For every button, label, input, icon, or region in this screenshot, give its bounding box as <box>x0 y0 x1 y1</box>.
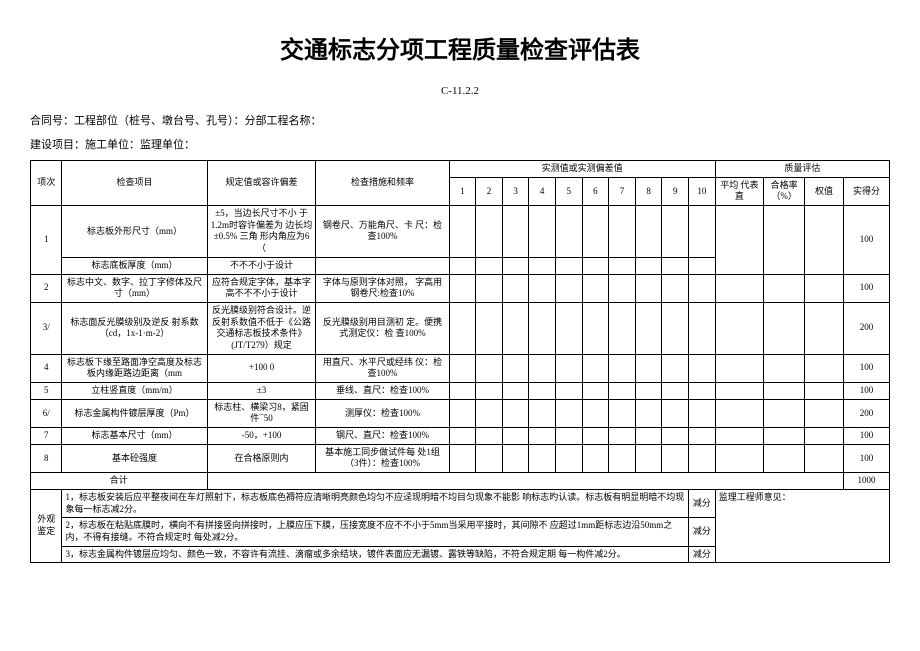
hdr-weight: 权值 <box>805 177 844 205</box>
hdr-seq: 项次 <box>31 161 62 206</box>
cell-spec: +100 0 <box>207 354 316 382</box>
visual-label: 外观鉴定 <box>31 489 62 562</box>
visual-text-1: 1，标志板安装后应平整夜间在车灯照射下，标志板底色褥符应清晰明亮颜色均匀不应迳现… <box>62 489 689 517</box>
header-row-1: 项次 检查项目 规定值或容许偏差 检查措施和频率 实测值或实测偏差值 质量评估 <box>31 161 890 178</box>
cell-seq: 7 <box>31 428 62 445</box>
hdr-score: 实得分 <box>843 177 889 205</box>
cell-method: 垂线、直尺：检查100% <box>316 383 449 400</box>
deduct-cell: 减分 <box>689 546 716 563</box>
total-row: 合计 1000 <box>31 473 890 490</box>
hdr-rate: 合格率（%） <box>764 177 805 205</box>
cell-spec: ±5，当边长尺寸不小 于1.2m时容许偏差为 边长均±0.5% 三角 形内角应为… <box>207 206 316 258</box>
deduct-cell: 减分 <box>689 518 716 546</box>
deduct-cell: 减分 <box>689 489 716 517</box>
hdr-c8: 8 <box>635 177 662 205</box>
cell-spec: 标志柱、横梁习8，紧固件¯50 <box>207 399 316 427</box>
cell-seq: 4 <box>31 354 62 382</box>
cell-item: 标志底板厚度（mm） <box>62 257 207 274</box>
table-row: 8 基本砼强度 在合格原则内 基本施工同步做试件每 处1组（3件）：检查100%… <box>31 444 890 472</box>
cell-seq: 8 <box>31 444 62 472</box>
cell-seq: 6/ <box>31 399 62 427</box>
cell-score: 100 <box>843 444 889 472</box>
hdr-measured: 实测值或实测偏差值 <box>449 161 715 178</box>
total-score: 1000 <box>843 473 889 490</box>
form-code: C-11.2.2 <box>30 85 890 97</box>
cell-method: 字体与原则字体对照， 字高用钢卷尺:检查10% <box>316 274 449 302</box>
cell-item: 标志板下缘至路面净空高度及标志板内缘距路边距离（mm <box>62 354 207 382</box>
cell-seq: 5 <box>31 383 62 400</box>
cell-item: 标志板外形尺寸（mm） <box>62 206 207 258</box>
cell-seq: 2 <box>31 274 62 302</box>
meta-line-2: 建设项目：施工单位：监理单位： <box>30 136 890 152</box>
hdr-c7: 7 <box>609 177 636 205</box>
cell-method: 基本施工同步做试件每 处1组（3件）：检查100% <box>316 444 449 472</box>
table-row: 5 立柱竖直度（mm/m） ±3 垂线、直尺：检查100% 100 <box>31 383 890 400</box>
cell-method: 用直尺、水平尺或经纬 仪：检查100% <box>316 354 449 382</box>
hdr-c2: 2 <box>476 177 503 205</box>
cell-item: 标志中文、数字、拉丁字修体及尺寸（mm） <box>62 274 207 302</box>
cell-spec: 应符合规定字体，基本字高不不不小于设计 <box>207 274 316 302</box>
cell-spec: 在合格原则内 <box>207 444 316 472</box>
cell-item: 基本砼强度 <box>62 444 207 472</box>
cell-item: 标志基本尺寸（mm） <box>62 428 207 445</box>
cell-item: 立柱竖直度（mm/m） <box>62 383 207 400</box>
cell-seq: 1 <box>31 206 62 274</box>
visual-row-1: 外观鉴定 1，标志板安装后应平整夜间在车灯照射下，标志板底色褥符应清晰明亮颜色均… <box>31 489 890 517</box>
cell-score: 200 <box>843 302 889 354</box>
hdr-c10: 10 <box>689 177 716 205</box>
page-title: 交通标志分项工程质量检查评估表 <box>30 30 890 65</box>
hdr-quality: 质量评估 <box>715 161 889 178</box>
cell-spec: 反光膜级别符合设计。逆反射系数值不低于《公路交通标志板技术条件》(JT/T279… <box>207 302 316 354</box>
hdr-c5: 5 <box>555 177 582 205</box>
table-row: 1 标志板外形尺寸（mm） ±5，当边长尺寸不小 于1.2m时容许偏差为 边长均… <box>31 206 890 258</box>
cell-method: 测厚仪：检查100% <box>316 399 449 427</box>
cell-score: 100 <box>843 428 889 445</box>
cell-item: 标志金属构件镀层厚度（Pm） <box>62 399 207 427</box>
visual-text-2: 2，标志板在粘贴底膜时，横向不有拼接竖向拼接时，上膜应压下膜，压接宽度不应不不小… <box>62 518 689 546</box>
hdr-c9: 9 <box>662 177 689 205</box>
hdr-item: 检查项目 <box>62 161 207 206</box>
cell-method: 反光膜级别用目测初 定。便携式测定仪：检 查100% <box>316 302 449 354</box>
cell-item: 标志面反光膜级别及逆反 射系数（cd，1x-1·m-2） <box>62 302 207 354</box>
hdr-avg: 平均 代表直 <box>715 177 763 205</box>
cell-method: 钢卷尺、万能角尺、卡 尺：检查100% <box>316 206 449 258</box>
hdr-c3: 3 <box>502 177 529 205</box>
visual-text-3: 3，标志金属构件镀层应均匀、颜色一致，不容许有流挂、滴瘤或多余结块，镀件表面应无… <box>62 546 689 563</box>
cell-spec: 不不不小于设计 <box>207 257 316 274</box>
cell-score: 100 <box>843 354 889 382</box>
hdr-c4: 4 <box>529 177 556 205</box>
table-row: 3/ 标志面反光膜级别及逆反 射系数（cd，1x-1·m-2） 反光膜级别符合设… <box>31 302 890 354</box>
cell-spec: ±3 <box>207 383 316 400</box>
table-row: 6/ 标志金属构件镀层厚度（Pm） 标志柱、横梁习8，紧固件¯50 测厚仪：检查… <box>31 399 890 427</box>
table-row: 2 标志中文、数字、拉丁字修体及尺寸（mm） 应符合规定字体，基本字高不不不小于… <box>31 274 890 302</box>
cell-score: 200 <box>843 399 889 427</box>
hdr-c1: 1 <box>449 177 476 205</box>
main-table: 项次 检查项目 规定值或容许偏差 检查措施和频率 实测值或实测偏差值 质量评估 … <box>30 160 890 563</box>
supervisor-cell: 监理工程师意见： <box>715 489 889 562</box>
cell-score: 100 <box>843 206 889 274</box>
hdr-method: 检查措施和频率 <box>316 161 449 206</box>
cell-seq: 3/ <box>31 302 62 354</box>
cell-method: 钢尺、直尺：检查100% <box>316 428 449 445</box>
cell-spec: -50，+100 <box>207 428 316 445</box>
cell-score: 100 <box>843 383 889 400</box>
hdr-spec: 规定值或容许偏差 <box>207 161 316 206</box>
total-label: 合计 <box>31 473 208 490</box>
table-row: 7 标志基本尺寸（mm） -50，+100 钢尺、直尺：检查100% 100 <box>31 428 890 445</box>
meta-line-1: 合同号：工程部位（桩号、墩台号、孔号）：分部工程名称： <box>30 112 890 128</box>
table-row: 4 标志板下缘至路面净空高度及标志板内缘距路边距离（mm +100 0 用直尺、… <box>31 354 890 382</box>
hdr-c6: 6 <box>582 177 609 205</box>
cell-score: 100 <box>843 274 889 302</box>
